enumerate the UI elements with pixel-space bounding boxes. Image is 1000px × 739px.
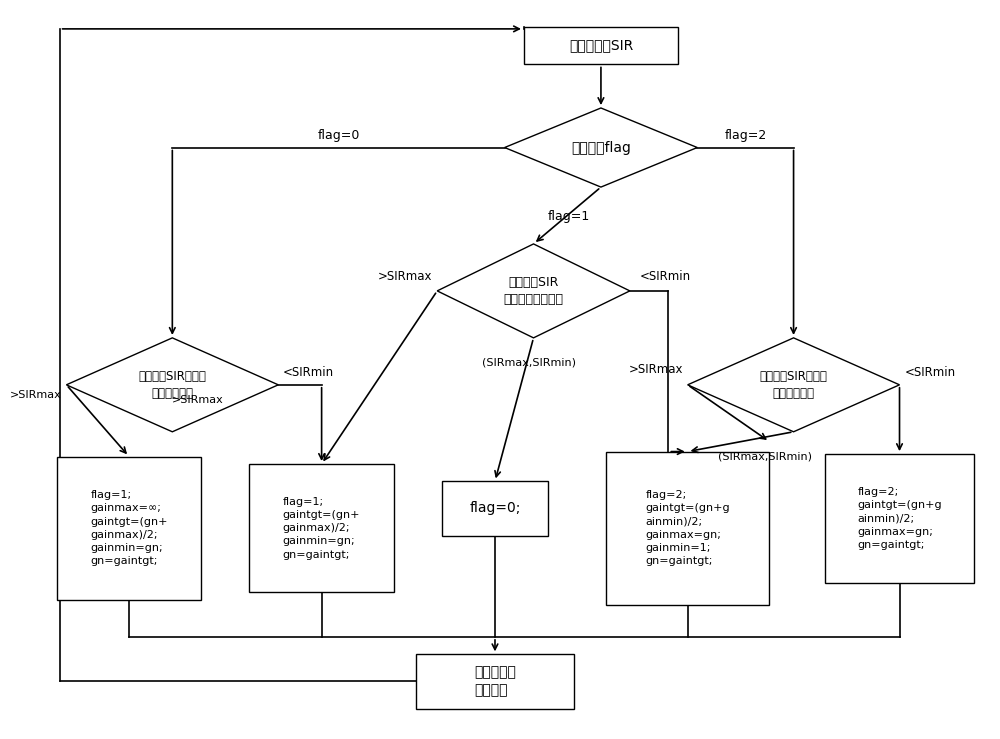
Text: <SIRmin: <SIRmin bbox=[639, 270, 691, 282]
Polygon shape bbox=[437, 244, 630, 338]
Text: flag=0;: flag=0; bbox=[469, 502, 521, 515]
Text: flag=1: flag=1 bbox=[548, 210, 590, 223]
Polygon shape bbox=[688, 338, 900, 432]
Text: <SIRmin: <SIRmin bbox=[904, 367, 955, 379]
Text: 判断当前SIR
是否在允许范围内: 判断当前SIR 是否在允许范围内 bbox=[504, 276, 564, 306]
Text: flag=0: flag=0 bbox=[317, 129, 360, 142]
Text: 判断标志flag: 判断标志flag bbox=[571, 140, 631, 154]
Bar bbox=[606, 452, 769, 605]
Bar bbox=[249, 464, 394, 593]
Text: 下一时刻的
功率控制: 下一时刻的 功率控制 bbox=[474, 665, 516, 698]
Text: (SIRmax,SIRmin): (SIRmax,SIRmin) bbox=[718, 452, 812, 462]
Polygon shape bbox=[505, 108, 697, 187]
Text: >SIRmax: >SIRmax bbox=[628, 364, 683, 376]
Text: flag=2;
gaintgt=(gn+g
ainmin)/2;
gainmax=gn;
gn=gaintgt;: flag=2; gaintgt=(gn+g ainmin)/2; gainmax… bbox=[857, 487, 942, 550]
Text: flag=1;
gaintgt=(gn+
gainmax)/2;
gainmin=gn;
gn=gaintgt;: flag=1; gaintgt=(gn+ gainmax)/2; gainmin… bbox=[283, 497, 360, 559]
Text: flag=2: flag=2 bbox=[724, 129, 767, 142]
Text: >SIRmax: >SIRmax bbox=[378, 270, 432, 282]
Text: flag=2;
gaintgt=(gn+g
ainmin)/2;
gainmax=gn;
gainmin=1;
gn=gaintgt;: flag=2; gaintgt=(gn+g ainmin)/2; gainmax… bbox=[645, 490, 730, 566]
Polygon shape bbox=[66, 338, 278, 432]
Text: flag=1;
gainmax=∞;
gaintgt=(gn+
gainmax)/2;
gainmin=gn;
gn=gaintgt;: flag=1; gainmax=∞; gaintgt=(gn+ gainmax)… bbox=[90, 490, 168, 566]
Bar bbox=[57, 457, 201, 600]
Bar bbox=[416, 654, 574, 709]
Text: >SIRmax: >SIRmax bbox=[172, 395, 224, 405]
Bar bbox=[825, 454, 974, 582]
Bar bbox=[524, 27, 678, 64]
Text: <SIRmin: <SIRmin bbox=[283, 367, 334, 379]
Text: 计算当前的SIR: 计算当前的SIR bbox=[569, 38, 633, 52]
Text: >SIRmax: >SIRmax bbox=[10, 389, 62, 400]
Text: (SIRmax,SIRmin): (SIRmax,SIRmin) bbox=[482, 358, 576, 367]
Text: 判断当前SIR是否在
要求的范围内: 判断当前SIR是否在 要求的范围内 bbox=[138, 370, 206, 400]
Text: 判断当前SIR是否在
要求的范围内: 判断当前SIR是否在 要求的范围内 bbox=[760, 370, 828, 400]
Bar bbox=[442, 481, 548, 536]
